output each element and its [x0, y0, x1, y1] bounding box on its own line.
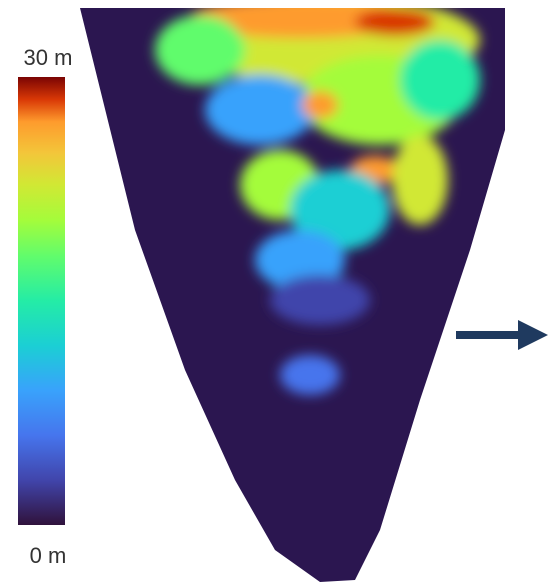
canopy-patch	[400, 40, 480, 120]
canopy-height-raster	[155, 8, 480, 395]
canopy-patch	[355, 8, 435, 36]
canopy-patch	[255, 230, 345, 290]
canopy-patch	[302, 91, 338, 119]
colorbar-min-label: 0 m	[30, 543, 67, 568]
canopy-patch	[270, 275, 370, 325]
colorbar	[18, 77, 65, 525]
arrow	[456, 320, 548, 350]
canopy-patch	[290, 170, 390, 250]
colorbar-max-label: 30 m	[24, 45, 73, 70]
canopy-patch	[190, 8, 410, 38]
canopy-patch	[205, 75, 315, 145]
canopy-patch	[280, 355, 340, 395]
canopy-patch	[155, 15, 245, 85]
canopy-patch	[392, 135, 448, 225]
